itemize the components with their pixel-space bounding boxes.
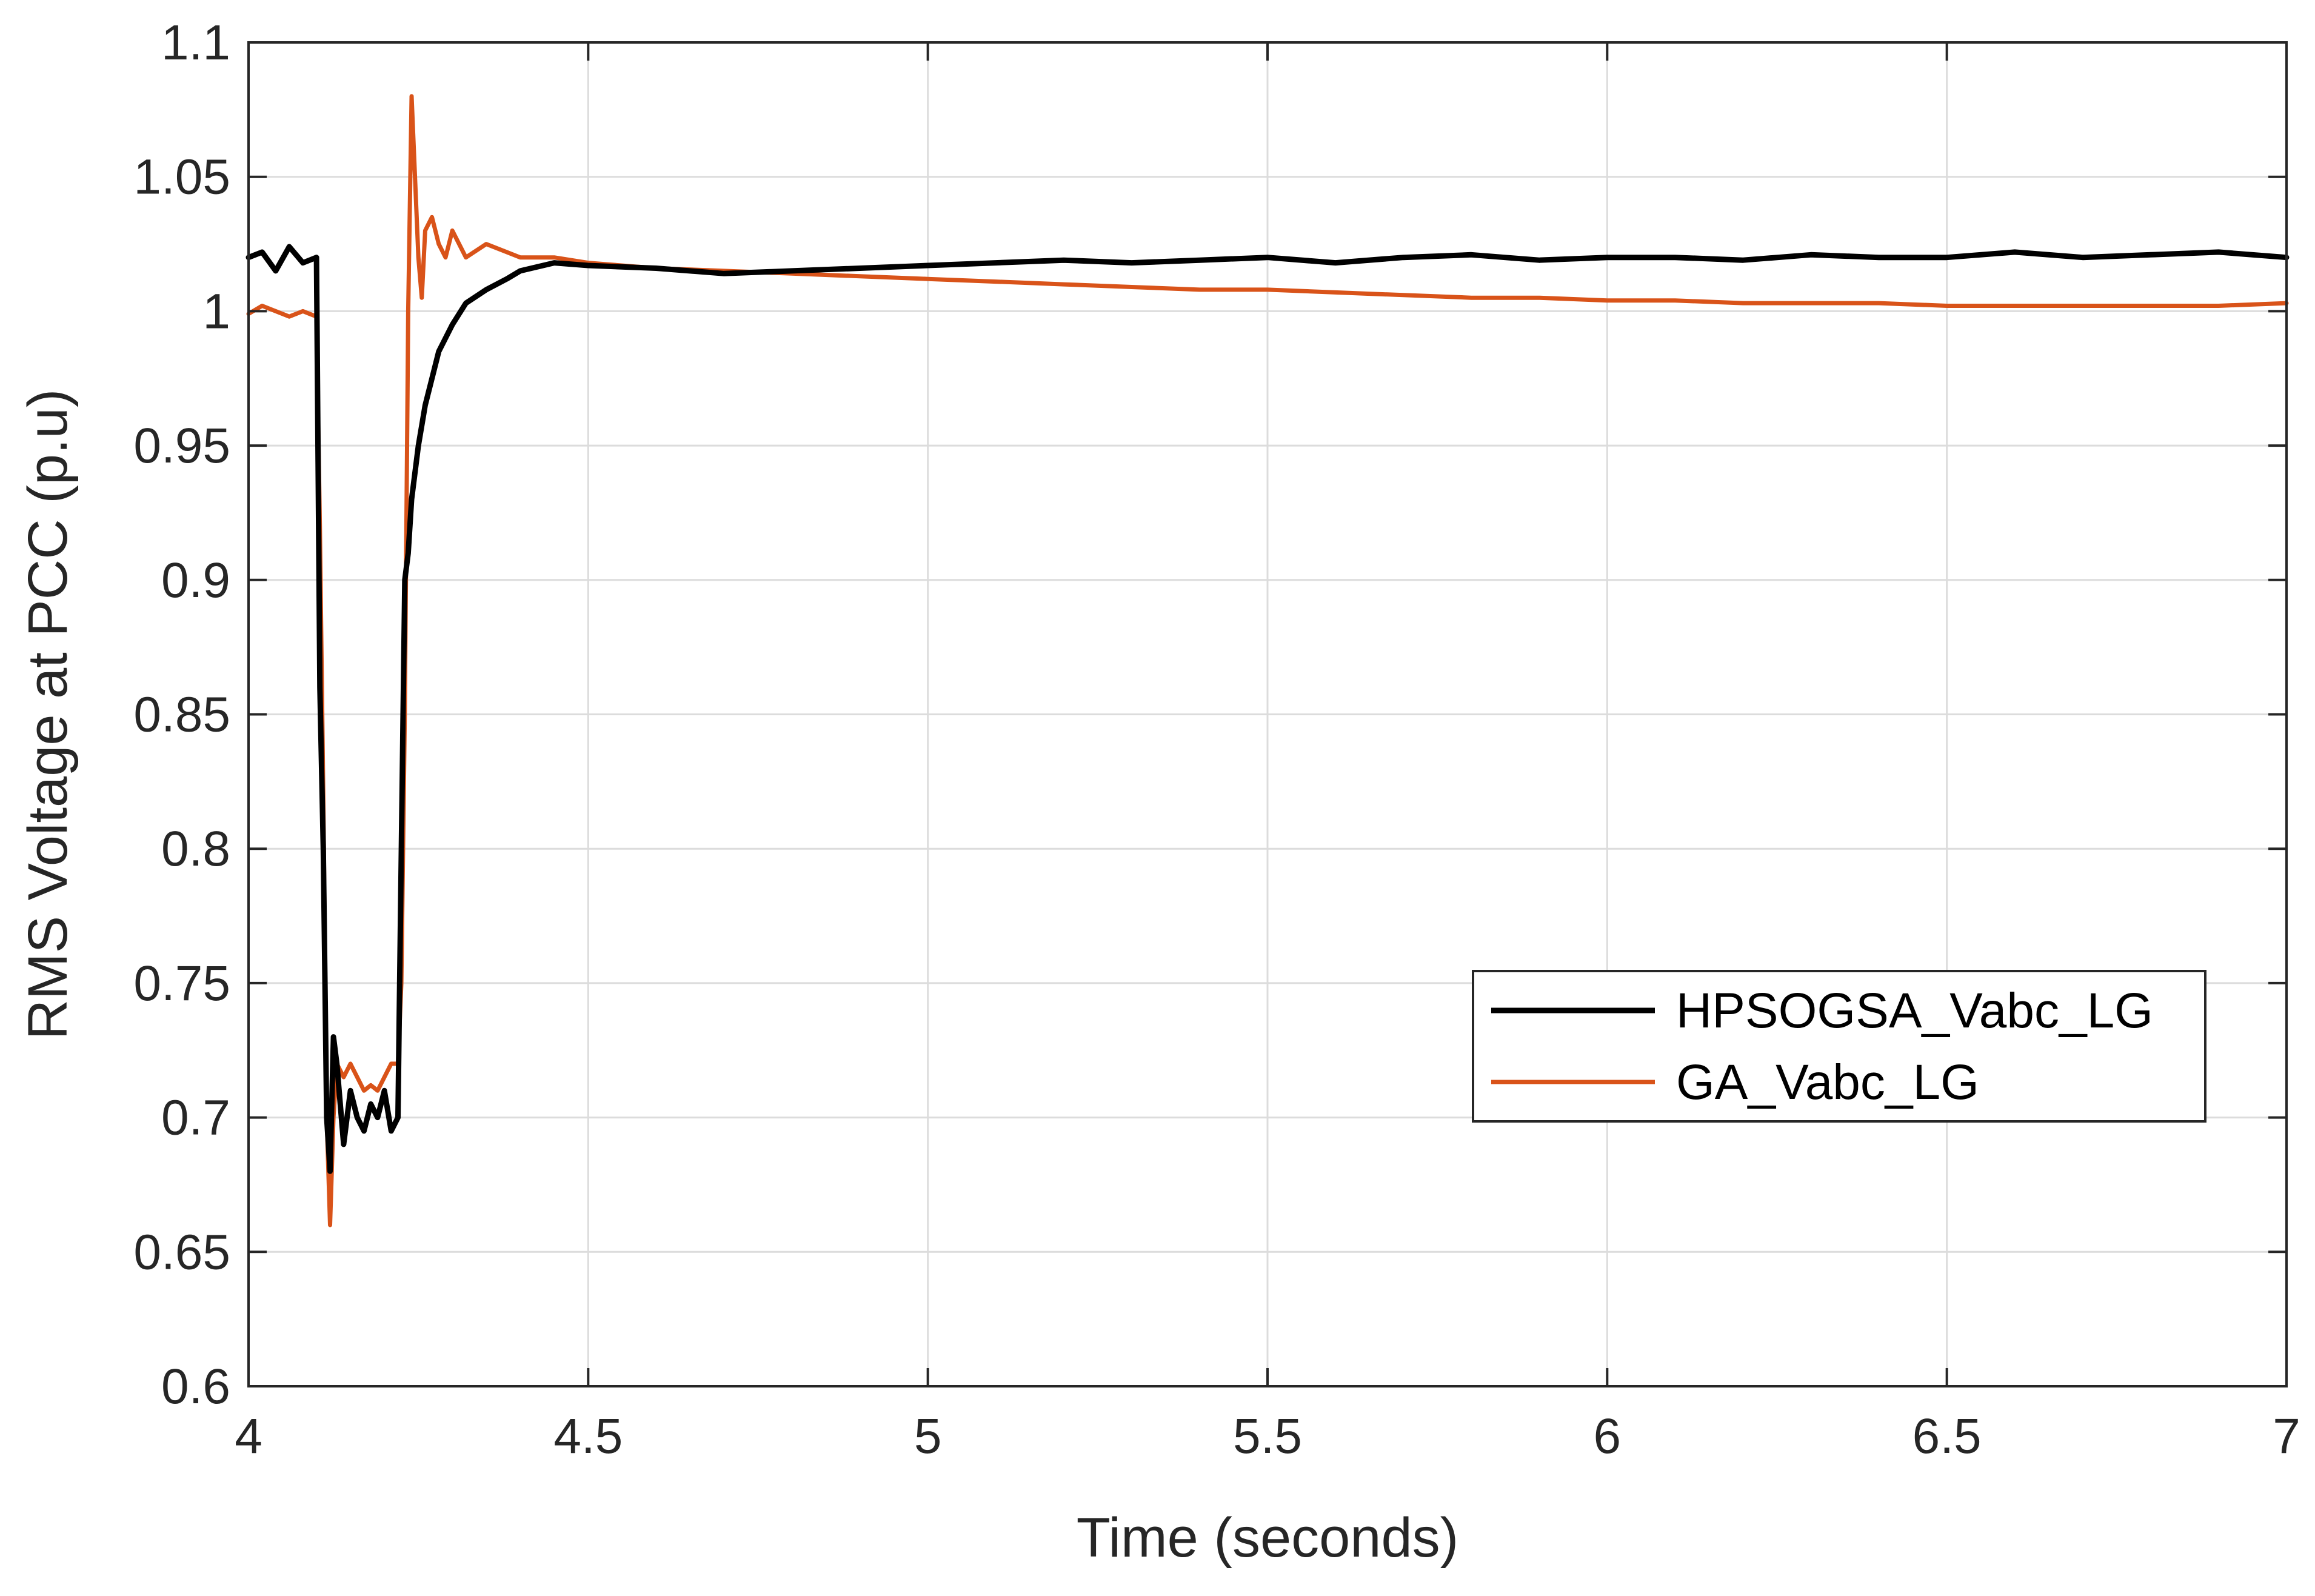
y-tick-label: 1 <box>202 284 230 339</box>
series-line-hpsogsa <box>246 244 2290 1174</box>
x-axis-title: Time (seconds) <box>1077 1507 1459 1569</box>
x-tick-label: 4.5 <box>553 1409 623 1464</box>
y-tick-label: 0.9 <box>161 553 230 608</box>
y-tick-label: 1.1 <box>161 15 230 70</box>
y-axis-title: RMS Voltage at PCC (p.u) <box>17 389 79 1040</box>
y-tick-label: 0.75 <box>133 956 230 1011</box>
x-tick-label: 6.5 <box>1912 1409 1982 1464</box>
y-tick-label: 0.6 <box>161 1359 230 1414</box>
x-tick-label: 6 <box>1594 1409 1622 1464</box>
x-tick-label: 7 <box>2273 1409 2300 1464</box>
plot-series <box>246 94 2290 1227</box>
y-tick-label: 0.85 <box>133 687 230 743</box>
x-tick-label: 5.5 <box>1233 1409 1302 1464</box>
series-line-ga <box>246 94 2289 1227</box>
axis-ticks: 4 4.5 5 5.5 6 6.5 7 0.6 0.65 0.7 0.75 0.8 0.85 0.9 0.9… <box>133 15 2300 1464</box>
legend-label: GA_Vabc_LG <box>1676 1055 1979 1110</box>
legend-label: HPSOGSA_Vabc_LG <box>1676 983 2153 1038</box>
x-tick-label: 5 <box>914 1409 942 1464</box>
legend-box <box>1472 970 2206 1123</box>
y-tick-label: 1.05 <box>133 150 230 205</box>
y-tick-label: 0.65 <box>133 1224 230 1280</box>
legend: HPSOGSA_Vabc_LG GA_Vabc_LG <box>1472 970 2206 1123</box>
y-tick-label: 0.95 <box>133 418 230 473</box>
y-tick-label: 0.8 <box>161 821 230 876</box>
y-tick-label: 0.7 <box>161 1090 230 1146</box>
x-tick-label: 4 <box>235 1409 262 1464</box>
